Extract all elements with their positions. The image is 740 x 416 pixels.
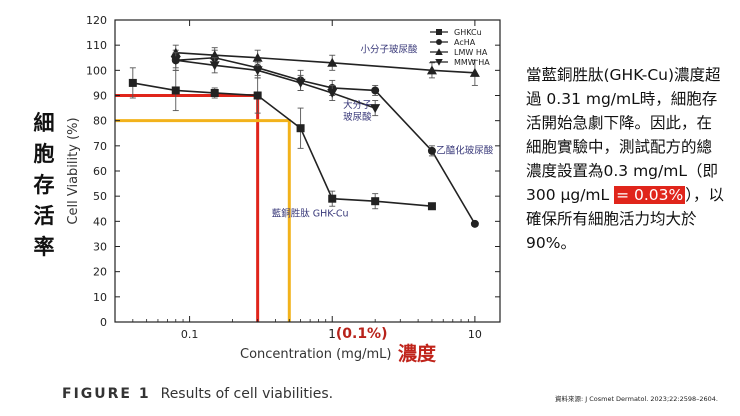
data-point bbox=[252, 52, 263, 62]
series-annotation: 乙醯化玻尿酸 bbox=[436, 144, 494, 156]
data-point bbox=[295, 78, 306, 88]
legend-marker bbox=[435, 59, 443, 66]
plot-frame bbox=[114, 19, 501, 323]
data-point bbox=[469, 67, 480, 77]
description-highlight: = 0.03% bbox=[614, 186, 686, 204]
data-point bbox=[328, 194, 337, 203]
data-point bbox=[370, 104, 381, 114]
y-tick-label: 90 bbox=[93, 90, 107, 103]
series-annotation: 大分子玻尿酸 bbox=[343, 99, 372, 123]
series-annotation: 小分子玻尿酸 bbox=[360, 44, 418, 56]
legend-marker bbox=[436, 29, 442, 35]
data-point bbox=[426, 65, 437, 75]
data-point bbox=[253, 91, 262, 100]
y-tick-label: 70 bbox=[93, 140, 107, 153]
x-tick-label: 0.1 bbox=[181, 328, 199, 341]
series-line-3 bbox=[175, 59, 376, 109]
y-tick-label: 120 bbox=[86, 14, 107, 27]
data-point bbox=[210, 88, 219, 97]
figure-number: FIGURE 1 bbox=[62, 386, 151, 402]
data-point bbox=[427, 146, 436, 155]
data-point bbox=[252, 66, 263, 76]
series-line-0 bbox=[132, 82, 433, 208]
data-point bbox=[470, 219, 479, 228]
y-tick-label: 30 bbox=[93, 241, 107, 254]
y-tick-label: 50 bbox=[93, 190, 107, 203]
data-point bbox=[371, 197, 380, 206]
x-tick-label: 10 bbox=[468, 328, 482, 341]
description-text: 當藍銅胜肽(GHK-Cu)濃度超過 0.31 mg/mL時，細胞存活開始急劇下降… bbox=[526, 63, 726, 255]
legend-marker bbox=[435, 48, 443, 55]
y-tick-label: 80 bbox=[93, 115, 107, 128]
data-point bbox=[327, 88, 338, 98]
data-point bbox=[171, 86, 180, 95]
figure-caption-text: Results of cell viabilities. bbox=[160, 386, 334, 402]
series-line-2 bbox=[175, 51, 475, 74]
data-point bbox=[209, 61, 220, 71]
legend-label: LMW HA bbox=[454, 48, 488, 57]
description-after: ），以確保所有細胞活力均大於90%。 bbox=[526, 186, 725, 252]
source-citation: 資料來源: J Cosmet Dermatol. 2023;22:2598–26… bbox=[554, 395, 718, 403]
data-point bbox=[128, 78, 137, 87]
y-tick-label: 60 bbox=[93, 165, 107, 178]
data-point bbox=[427, 202, 436, 211]
side-y-axis-label: 細胞存活率 bbox=[33, 111, 55, 259]
description-before: 當藍銅胜肽(GHK-Cu)濃度超過 0.31 mg/mL時，細胞存活開始急劇下降… bbox=[526, 66, 721, 204]
reference-line-red bbox=[115, 94, 260, 322]
y-tick-label: 110 bbox=[86, 39, 107, 52]
series-annotation: 藍銅胜肽 GHK-Cu bbox=[272, 207, 349, 219]
data-point bbox=[209, 50, 220, 60]
x-tick-label-1: 1(0.1%) bbox=[328, 326, 387, 342]
legend-label: GHKCu bbox=[454, 28, 482, 37]
x-axis-label: Concentration (mg/mL) bbox=[240, 347, 391, 362]
legend-label: AcHA bbox=[454, 38, 476, 47]
cell-viability-chart: 0 10 20 30 40 50 60 70 80 90 100 110 120 0.1 10 1(0.1%)… bbox=[66, 14, 501, 365]
data-point bbox=[327, 57, 338, 67]
series-line-1 bbox=[175, 56, 476, 225]
legend-label: MMW HA bbox=[454, 58, 490, 67]
y-tick-label: 100 bbox=[86, 64, 107, 77]
x-axis-label-cn: 濃度 bbox=[398, 342, 437, 365]
data-point bbox=[170, 56, 181, 66]
data-point bbox=[371, 86, 380, 95]
reference-line-yellow bbox=[115, 119, 291, 322]
y-tick-label: 40 bbox=[93, 215, 107, 228]
data-point bbox=[296, 124, 305, 133]
y-tick-label: 10 bbox=[93, 291, 107, 304]
y-axis-label: Cell Viability (%) bbox=[66, 117, 81, 224]
data-point bbox=[170, 47, 181, 57]
y-tick-label: 20 bbox=[93, 266, 107, 279]
y-tick-label: 0 bbox=[100, 316, 107, 329]
legend-marker bbox=[436, 39, 442, 45]
figure-caption: FIGURE 1 Results of cell viabilities. bbox=[62, 386, 333, 402]
